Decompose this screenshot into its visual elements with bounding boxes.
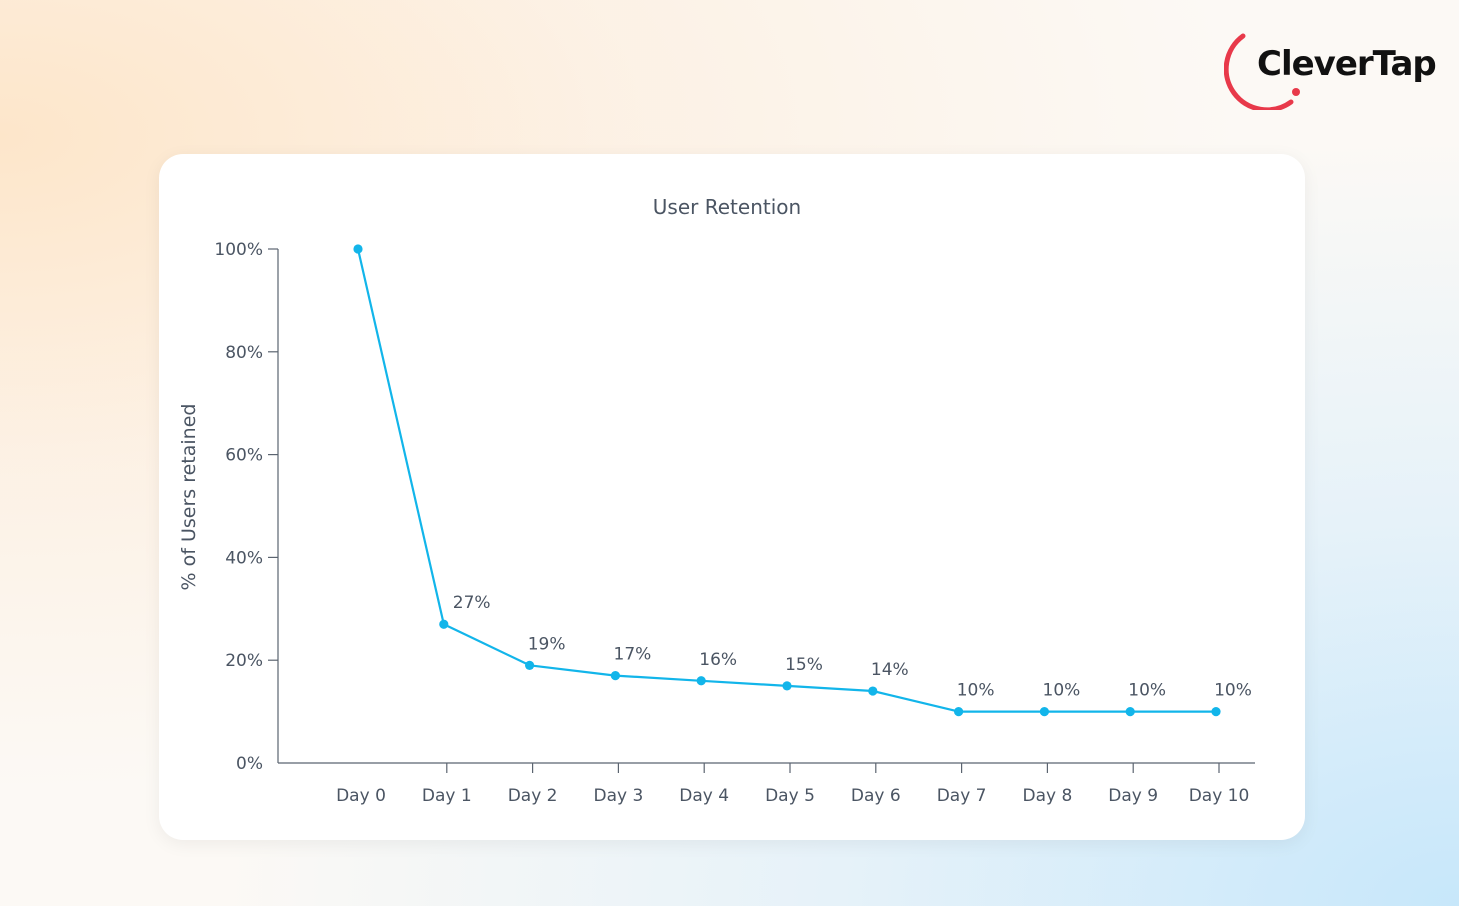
data-label: 10% [1128,681,1166,701]
data-label: 27% [453,593,491,613]
y-tick-label: 40% [225,548,263,568]
data-label: 16% [699,650,737,670]
x-tick-label: Day 1 [422,786,472,806]
logo-arc-icon [1224,33,1300,110]
brand-name: CleverTap [1257,44,1437,84]
data-point [439,619,449,629]
data-label: 14% [871,660,909,680]
x-axis: Day 0 Day 1 Day 2 Day 3 Day 4 Day 5 Day 6 Day 7… [278,762,1255,806]
x-tick-label: Day 4 [679,786,729,806]
x-tick-label: Day 2 [508,786,558,806]
x-tick-label: Day 8 [1023,786,1073,806]
data-point [353,244,363,254]
data-point [954,707,964,717]
data-point [868,686,878,696]
y-tick-label: 60% [225,446,263,466]
x-tick-label: Day 7 [937,786,987,806]
y-tick-label: 20% [225,651,263,671]
data-point [696,676,706,686]
data-label: 10% [957,681,995,701]
y-axis-label: % of Users retained [178,404,200,591]
data-point [1125,707,1135,717]
x-tick-label: Day 0 [336,786,386,806]
data-label: 10% [1214,681,1252,701]
data-label: 15% [785,655,823,675]
data-point [610,671,620,681]
retention-line-chart: User Retention % of Users retained 0% 20%… [178,195,1255,806]
data-point [782,681,792,691]
data-label: 19% [528,634,566,654]
series-retention [353,244,1221,717]
y-tick-label: 80% [225,343,263,363]
data-labels: 27% 19% 17% 16% 15% 14% 10% 10% 10% 10% [453,593,1252,700]
x-tick-label: Day 6 [851,786,901,806]
x-tick-label: Day 3 [594,786,644,806]
series-line [356,248,1216,713]
x-tick-label: Day 10 [1189,786,1250,806]
chart-card: User Retention % of Users retained 0% 20%… [159,154,1305,840]
x-tick-label: Day 9 [1108,786,1158,806]
data-label: 10% [1043,681,1081,701]
y-tick-label: 100% [214,240,263,260]
data-point [1211,707,1221,717]
data-point [1039,707,1049,717]
y-axis: 0% 20% 40% 60% 80% 100% [214,240,279,774]
y-tick-label: 0% [236,754,263,774]
chart-title: User Retention [653,195,801,219]
data-label: 17% [614,645,652,665]
x-tick-label: Day 5 [765,786,815,806]
brand-logo: CleverTap [1224,30,1437,110]
data-point [525,660,535,670]
